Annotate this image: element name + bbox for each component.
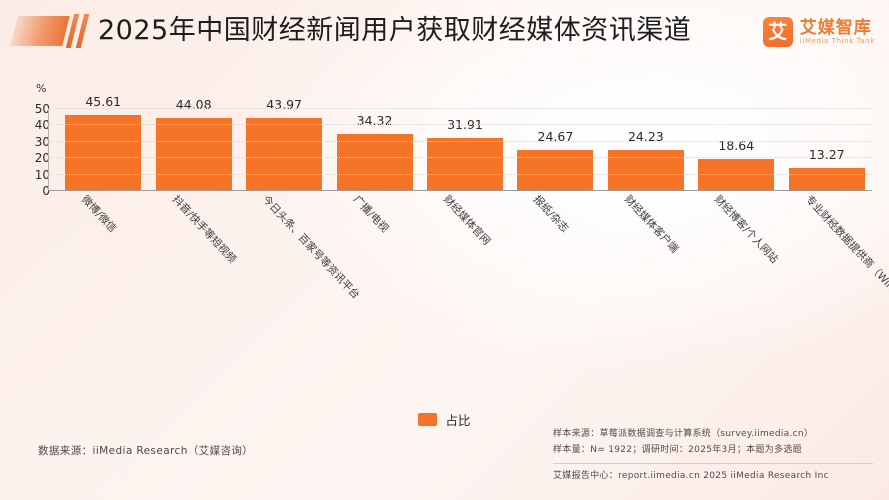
bar-slot: 43.97: [239, 97, 329, 190]
y-axis-tick: 50: [34, 102, 50, 116]
bar-slot: 34.32: [329, 108, 419, 190]
y-axis-tick: 40: [34, 118, 50, 133]
x-axis-label: 广播/电视: [350, 193, 391, 235]
report-center-note: 艾媒报告中心：report.iimedia.cn 2025 iiMedia Re…: [553, 471, 829, 481]
bar[interactable]: [607, 150, 684, 190]
y-axis-ticks: 50 40 30 20 10 0: [20, 102, 50, 198]
grid-line: [58, 108, 872, 109]
data-source-note: 数据来源：iiMedia Research（艾媒咨询）: [38, 445, 254, 457]
grid-line: [58, 124, 872, 126]
legend-swatch-icon: [418, 413, 438, 426]
title-accent-graphic: [10, 14, 92, 50]
x-axis-label: 今日头条、百家号等资讯平台: [259, 193, 362, 302]
bar-slot: 44.08: [148, 97, 238, 190]
bar-slot: 13.27: [782, 108, 872, 190]
footer-divider: [553, 463, 873, 464]
legend-label: 占比: [445, 413, 471, 428]
brand-text: 艾媒智库 iiMedia Think Tank: [800, 19, 875, 46]
bar[interactable]: [426, 137, 503, 190]
bar-value-label: 13.27: [808, 147, 845, 163]
chart-header: 2025年中国财经新闻用户获取财经媒体资讯渠道 艾 艾媒智库 iiMedia T…: [0, 0, 889, 66]
bar[interactable]: [788, 168, 865, 190]
bar-value-label: 24.23: [627, 129, 664, 145]
bar[interactable]: [698, 159, 775, 190]
bar-value-label: 45.61: [85, 94, 122, 110]
x-axis-label: 财经博客/个人网站: [712, 193, 781, 266]
bar-series: 45.61 44.08 43.97 34.32 31.91 24.67 24.23 18.64…: [58, 94, 872, 190]
bar-slot: 31.91: [420, 108, 510, 190]
brand-logo: 艾 艾媒智库 iiMedia Think Tank: [762, 14, 875, 50]
x-axis-label: 财经媒体官网: [440, 193, 493, 248]
sample-size-note: 样本量：N= 1922；调研时间：2025年3月；本题为多选题: [553, 445, 802, 455]
x-axis-label: 专业财经数据提供商（Wind资讯、同花顺等）: [802, 193, 889, 360]
brand-mark-icon: 艾: [762, 17, 793, 47]
bar[interactable]: [336, 133, 413, 190]
grid-line: [58, 157, 872, 159]
sample-source-note: 样本来源：草莓派数据调查与计算系统（survey.iimedia.cn）: [553, 429, 814, 439]
bar-value-label: 34.32: [356, 112, 393, 128]
bar-value-label: 43.97: [266, 96, 302, 112]
bar[interactable]: [155, 117, 232, 190]
bar-value-label: 44.08: [175, 96, 212, 112]
bar-value-label: 31.91: [447, 116, 483, 132]
chart-legend: 占比: [0, 410, 889, 429]
bar-slot: 45.61: [58, 94, 148, 190]
x-axis-label: 抖音/快手等短视频: [169, 193, 238, 266]
y-axis-tick: 10: [34, 167, 50, 182]
y-axis-line: [48, 108, 49, 190]
x-axis-label: 财经媒体客户端: [621, 193, 681, 256]
x-axis-label: 微博/微信: [78, 193, 119, 235]
y-axis-tick: 0: [42, 184, 50, 198]
sample-info-block: 样本来源：草莓派数据调查与计算系统（survey.iimedia.cn） 样本量…: [553, 426, 873, 481]
y-axis-unit: %: [36, 82, 47, 95]
x-axis-line: [48, 190, 872, 191]
page-title: 2025年中国财经新闻用户获取财经媒体资讯渠道: [98, 15, 692, 46]
bar-slot: 24.23: [601, 108, 691, 190]
bar[interactable]: [517, 149, 594, 190]
y-axis-tick: 20: [34, 151, 50, 166]
bar[interactable]: [65, 115, 142, 190]
bar-value-label: 18.64: [718, 138, 755, 154]
bar-value-label: 24.67: [537, 128, 574, 144]
grid-line: [58, 173, 872, 175]
plot-area: 45.61 44.08 43.97 34.32 31.91 24.67 24.23 18.64…: [48, 94, 872, 191]
bar[interactable]: [246, 117, 323, 190]
brand-name-cn: 艾媒智库: [799, 17, 872, 38]
grid-line: [58, 140, 872, 142]
bar-slot: 18.64: [691, 108, 781, 190]
accent-block-icon: [10, 16, 70, 46]
x-axis-label: 报纸/杂志: [531, 193, 572, 235]
bar-slot: 24.67: [510, 108, 600, 190]
brand-name-en: iiMedia Think Tank: [799, 36, 875, 45]
y-axis-tick: 30: [34, 134, 50, 149]
